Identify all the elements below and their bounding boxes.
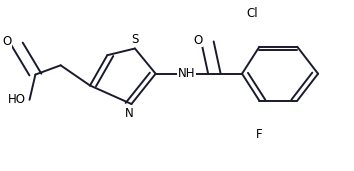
- Text: F: F: [256, 128, 263, 141]
- Text: S: S: [131, 33, 139, 46]
- Text: HO: HO: [8, 93, 26, 106]
- Text: NH: NH: [178, 67, 195, 80]
- Text: O: O: [2, 35, 12, 48]
- Text: Cl: Cl: [247, 7, 258, 20]
- Text: O: O: [193, 34, 202, 47]
- Text: N: N: [125, 107, 134, 120]
